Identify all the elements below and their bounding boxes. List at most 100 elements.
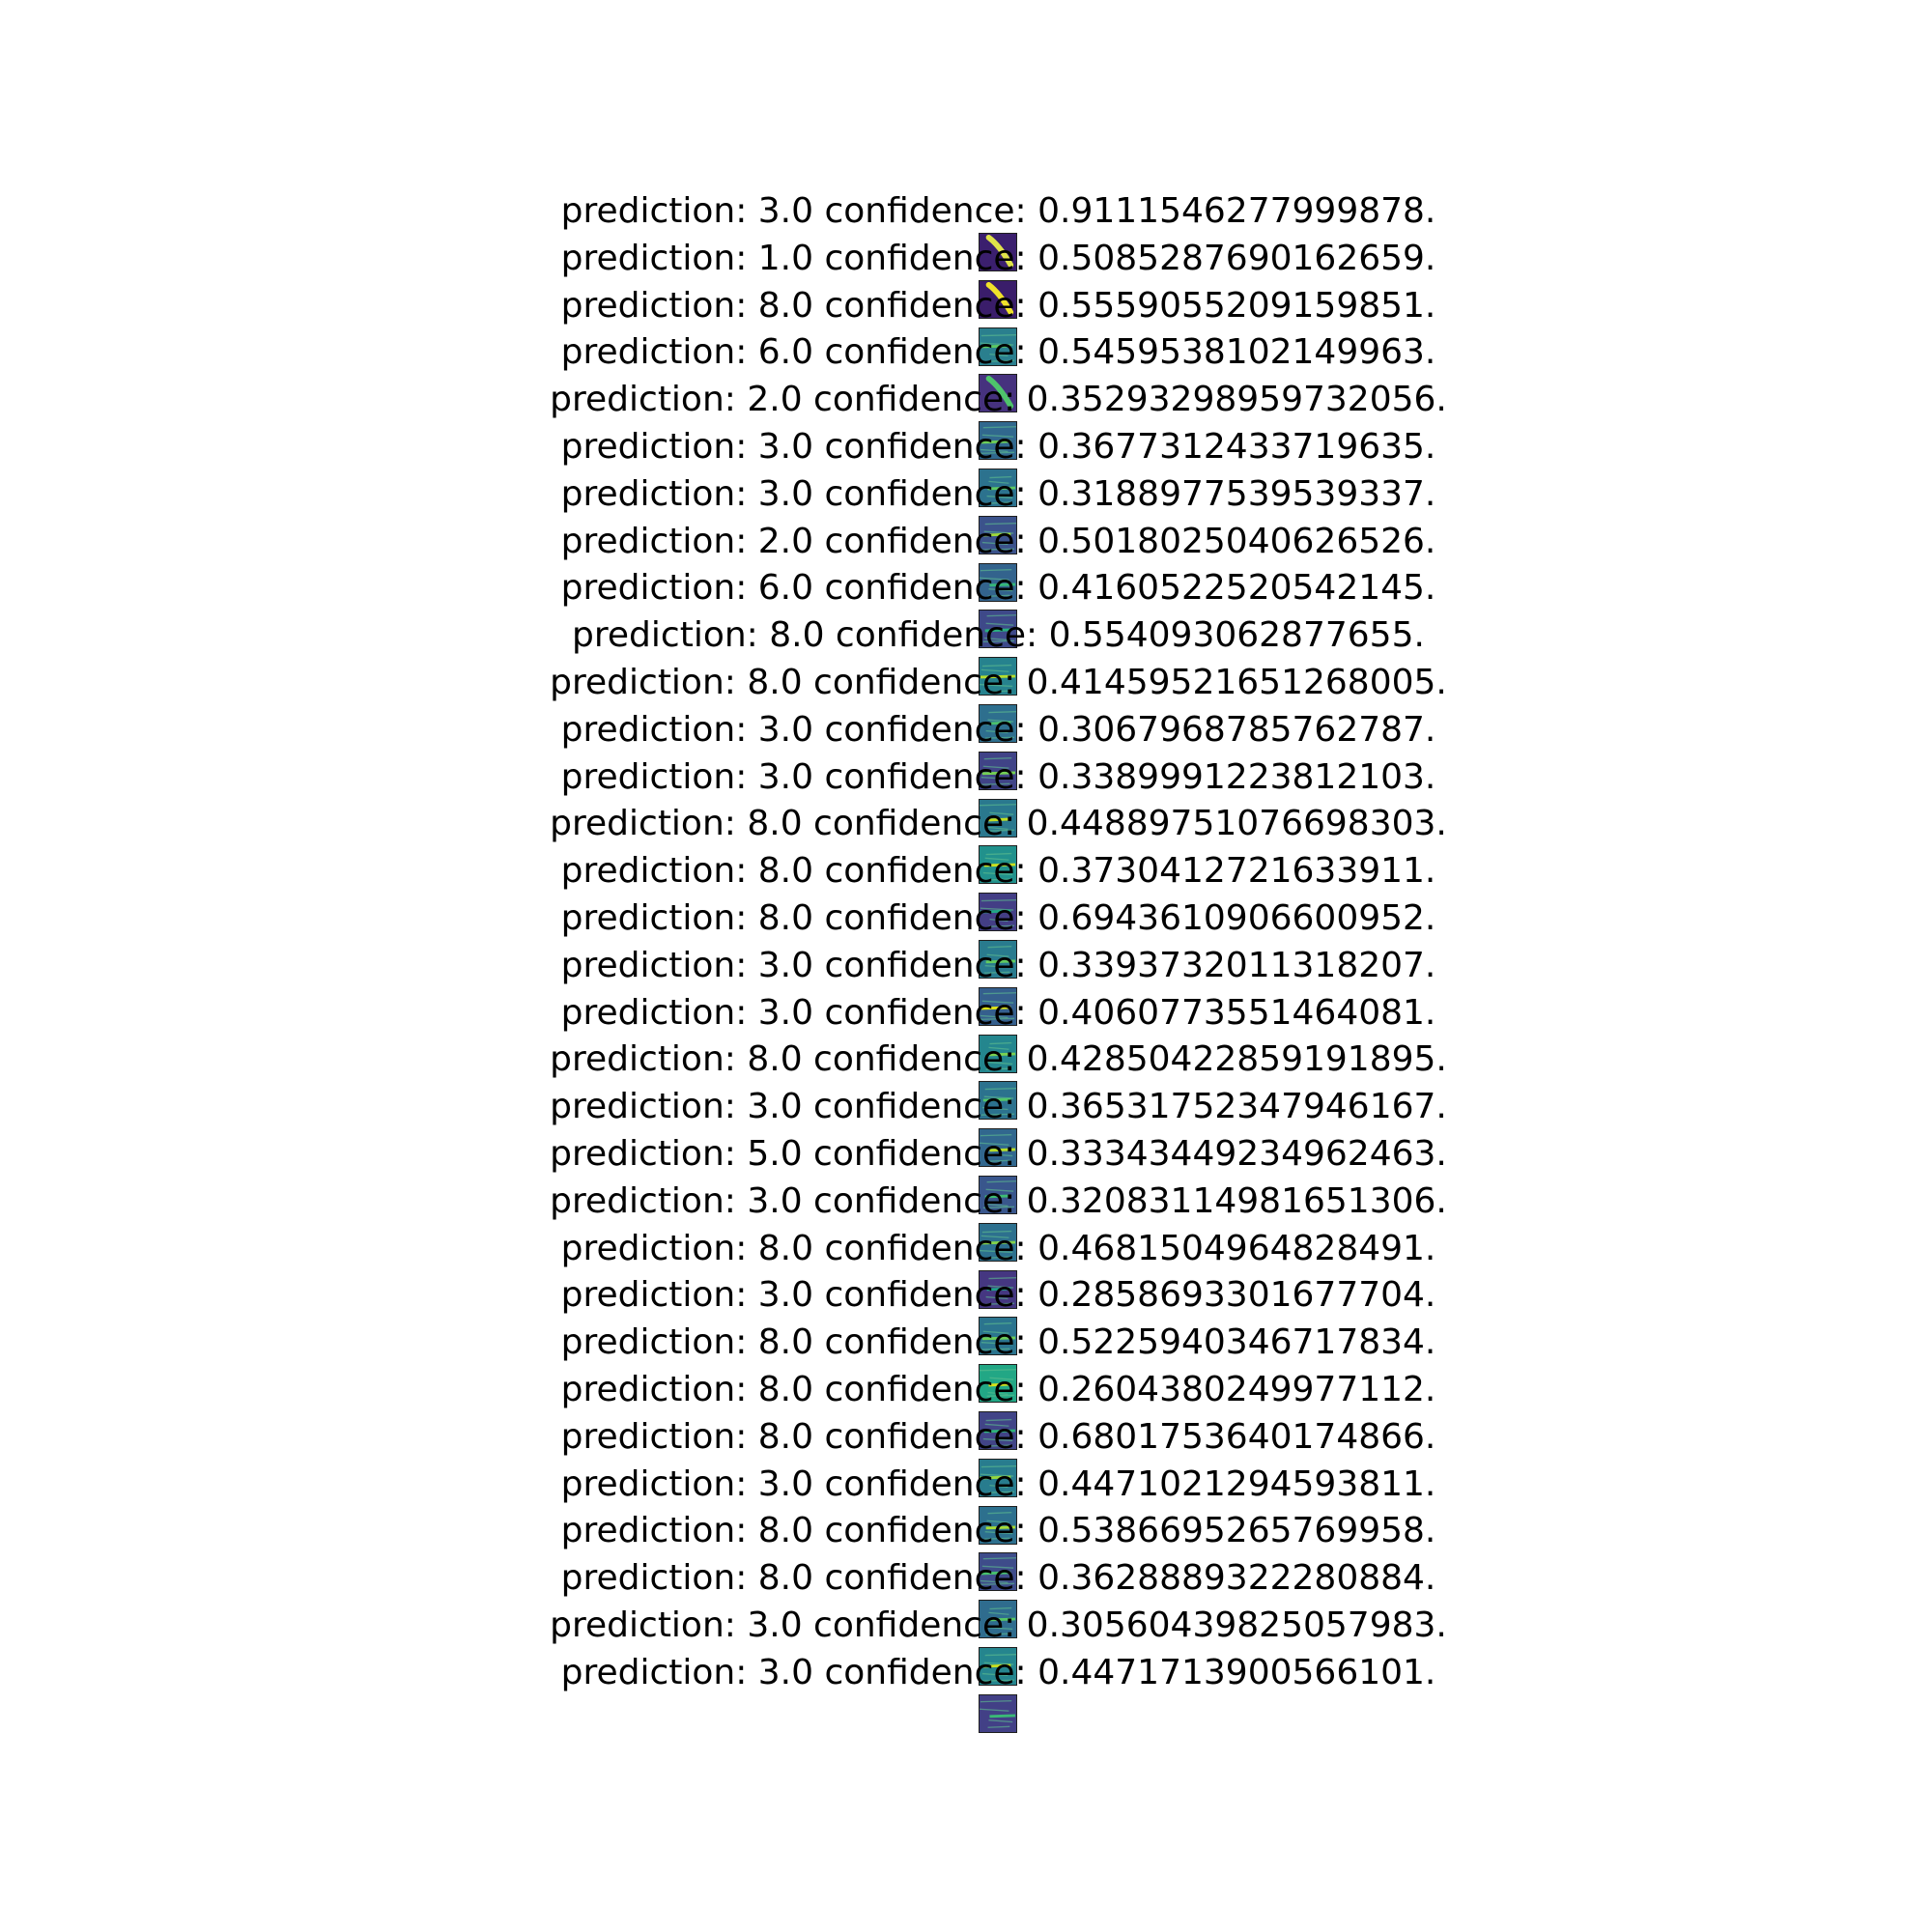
prediction-image-pixels [980, 705, 1016, 742]
image-streak [986, 614, 1016, 617]
prediction-image [979, 1458, 1017, 1497]
prediction-title: prediction: 3.0 confidence: 0.3653175234… [550, 1087, 1447, 1127]
image-streak [986, 495, 1013, 499]
image-stroke [985, 234, 1014, 269]
prediction-image-pixels [980, 987, 1016, 1025]
prediction-image-pixels [980, 894, 1016, 931]
image-streak [987, 1725, 1010, 1728]
image-streak [986, 829, 1015, 832]
prediction-image-pixels [980, 327, 1016, 365]
image-streak [980, 548, 1015, 551]
prediction-image-pixels [980, 1177, 1016, 1213]
prediction-image [979, 1176, 1017, 1214]
image-streak [980, 776, 1013, 781]
image-streak [988, 1382, 1011, 1387]
image-streak [985, 623, 1014, 627]
image-streak [984, 1194, 1011, 1199]
image-streak [982, 1330, 1009, 1335]
image-streak [981, 1336, 1016, 1341]
image-streak [988, 587, 1013, 591]
prediction-image [979, 1034, 1017, 1073]
image-streak [980, 1017, 1015, 1020]
prediction-image-pixels [980, 563, 1016, 601]
image-streak [980, 674, 1016, 679]
image-streak [986, 1394, 1015, 1398]
image-streak [987, 1052, 1016, 1056]
image-streak [987, 1511, 1012, 1514]
prediction-title: prediction: 2.0 confidence: 0.3529329895… [550, 380, 1447, 420]
image-streak [988, 1719, 1013, 1723]
image-streak [983, 1537, 1010, 1540]
image-streak [986, 1627, 1013, 1631]
image-streak [981, 771, 1016, 776]
prediction-title: prediction: 8.0 confidence: 0.4285042285… [550, 1039, 1447, 1080]
prediction-image-pixels [980, 1223, 1016, 1261]
image-streak [989, 1148, 1016, 1152]
image-streak [980, 909, 1011, 914]
image-streak [989, 811, 1014, 815]
image-streak [980, 1235, 1009, 1238]
prediction-image-pixels [980, 1694, 1016, 1732]
image-streak [985, 853, 1012, 856]
image-streak [987, 826, 1009, 830]
image-streak [982, 765, 1009, 769]
image-streak [984, 736, 1015, 739]
image-streak [987, 1159, 1010, 1163]
image-streak [982, 1437, 1013, 1442]
prediction-image [979, 562, 1017, 602]
prediction-image [979, 1693, 1017, 1733]
prediction-title: prediction: 3.0 confidence: 0.3677312433… [560, 427, 1436, 467]
prediction-title: prediction: 3.0 confidence: 0.3389991223… [560, 756, 1436, 797]
image-streak [988, 710, 1016, 714]
image-streak [980, 451, 1015, 455]
prediction-title: prediction: 3.0 confidence: 0.4471713900… [560, 1652, 1436, 1692]
image-streak [983, 1203, 1009, 1208]
image-streak [980, 449, 1009, 453]
prediction-image-pixels [980, 846, 1016, 884]
image-streak [982, 1098, 1011, 1102]
prediction-image [979, 279, 1017, 319]
image-streak [985, 959, 1016, 964]
image-streak [989, 475, 1012, 479]
image-streak [987, 1617, 1016, 1622]
image-streak [982, 1206, 1015, 1208]
image-streak [984, 1653, 1016, 1657]
image-streak [988, 359, 1015, 362]
prediction-image [979, 1317, 1017, 1356]
prediction-image [979, 1600, 1017, 1639]
image-streak [981, 1000, 1014, 1004]
image-streak [980, 344, 1011, 349]
image-streak [980, 668, 1009, 673]
image-streak [982, 426, 1016, 429]
prediction-image [979, 233, 1017, 271]
image-streak [981, 541, 1009, 545]
image-streak [984, 1088, 1016, 1091]
image-streak [987, 594, 1010, 597]
prediction-title: prediction: 8.0 confidence: 0.2604380249… [560, 1370, 1436, 1409]
image-streak [980, 1249, 1013, 1253]
image-streak [984, 1530, 1013, 1534]
prediction-image-pixels [980, 1270, 1016, 1308]
image-streak [987, 946, 1012, 949]
image-streak [983, 756, 1012, 760]
image-streak [985, 1188, 1014, 1192]
image-streak [982, 640, 1015, 643]
image-streak [980, 568, 1012, 571]
image-streak [986, 721, 1011, 725]
prediction-image-pixels [980, 658, 1016, 696]
prediction-image [979, 893, 1017, 932]
prediction-title: prediction: 3.0 confidence: 0.3208311498… [550, 1180, 1447, 1221]
image-streak [984, 1302, 1015, 1305]
image-streak [980, 1369, 1016, 1372]
prediction-title: prediction: 8.0 confidence: 0.4488975107… [550, 804, 1447, 844]
prediction-image [979, 1128, 1017, 1168]
image-stroke [985, 376, 1014, 410]
prediction-image-pixels [980, 469, 1016, 506]
image-streak [980, 1679, 1015, 1682]
prediction-title: prediction: 8.0 confidence: 0.5225940346… [560, 1322, 1436, 1363]
prediction-title: prediction: 6.0 confidence: 0.5459538102… [560, 332, 1436, 373]
prediction-image [979, 515, 1017, 554]
image-streak [981, 1672, 1009, 1677]
image-streak [982, 872, 1013, 876]
